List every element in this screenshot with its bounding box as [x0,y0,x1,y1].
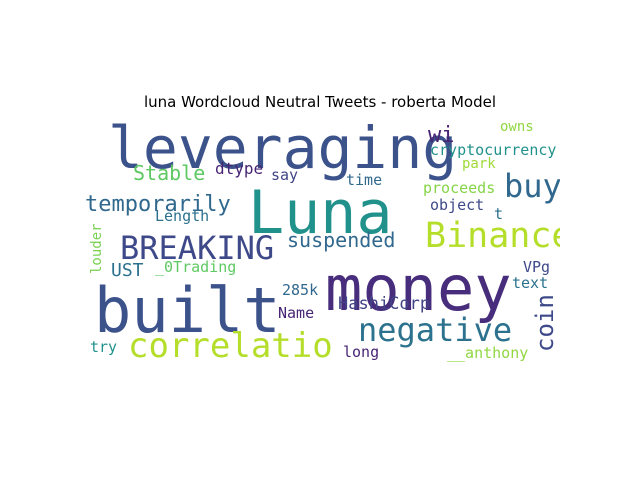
word-dtype: dtype [215,159,263,178]
word-buy: buy [504,167,560,205]
word-cryptocurrency: cryptocurrency [430,141,556,159]
word-285k: 285k [282,281,318,299]
word-negative: negative [358,311,512,349]
word-say: say [271,166,298,184]
word-length: Length [155,207,209,225]
word-name: Name [278,304,314,322]
word-hashicorp: HashiCorp [338,294,430,314]
word-temporarily: temporarily [85,192,231,217]
word-anthony: __anthony [447,344,528,362]
word-suspended: suspended [287,228,395,252]
word-long: long [343,343,379,361]
word-time: time [346,171,382,189]
wordcloud-title: luna Wordcloud Neutral Tweets - roberta … [143,93,497,111]
word-coin: coin [531,294,559,352]
word-leveraging: leveraging [108,116,457,182]
word-louder: louder [89,223,105,274]
word-wi: wi [428,123,455,148]
word-correlatio: correlatio [128,326,333,366]
word-object: object [430,196,484,214]
word-0trading: _0Trading [155,258,236,276]
word-proceeds: proceeds [423,179,495,197]
word-luna: Luna [248,178,393,248]
word-stable: Stable [133,161,205,185]
word-owns: owns [500,119,534,135]
word-built: built [94,274,281,347]
wordcloud: leveraging Luna money built buy Binance BREAKI… [80,116,560,366]
word-vpg: VPg [523,258,550,276]
word-money: money [325,252,512,325]
word-park: park [462,156,496,172]
word-try: try [90,338,117,356]
word-binance: Binance [425,216,560,256]
word-t: t [494,205,503,223]
word-text: text [512,274,548,292]
word-breaking: BREAKING [120,229,274,267]
word-ust: UST [111,260,144,281]
